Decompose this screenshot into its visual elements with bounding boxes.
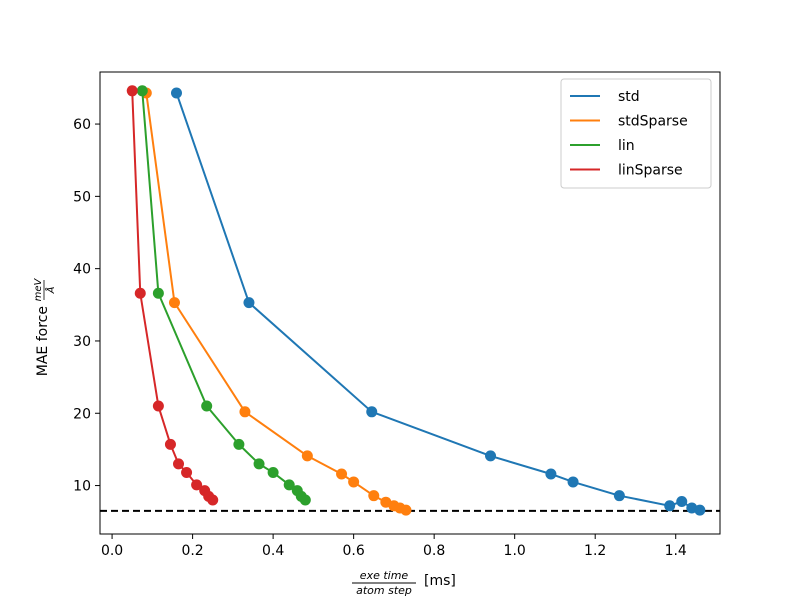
data-point-std bbox=[545, 468, 557, 480]
y-axis-ticks: 10 20 30 40 50 60 bbox=[73, 117, 100, 495]
x-axis-label-denominator: atom step bbox=[356, 584, 412, 597]
data-point-linSparse bbox=[134, 287, 146, 299]
x-tick-label: 0.6 bbox=[343, 543, 365, 559]
y-tick-label: 10 bbox=[73, 479, 91, 495]
data-point-std bbox=[170, 87, 182, 99]
data-point-lin bbox=[233, 438, 245, 450]
x-tick-label: 0.0 bbox=[101, 543, 123, 559]
x-axis-ticks: 0.0 0.2 0.4 0.6 0.8 1.0 1.2 1.4 bbox=[101, 534, 687, 559]
data-point-lin bbox=[136, 85, 148, 97]
data-point-linSparse bbox=[164, 438, 176, 450]
x-axis-label: exe time atom step [ms] bbox=[352, 569, 456, 597]
x-tick-label: 0.8 bbox=[423, 543, 445, 559]
data-point-stdSparse bbox=[301, 450, 313, 462]
data-point-stdSparse bbox=[348, 476, 360, 488]
data-point-std bbox=[694, 504, 706, 516]
series-linSparse bbox=[126, 85, 219, 506]
data-point-lin bbox=[253, 458, 265, 470]
data-point-stdSparse bbox=[368, 490, 380, 502]
x-tick-label: 1.4 bbox=[665, 543, 687, 559]
y-tick-label: 60 bbox=[73, 117, 91, 133]
data-point-linSparse bbox=[207, 494, 219, 506]
data-point-stdSparse bbox=[168, 297, 180, 309]
x-tick-label: 1.2 bbox=[584, 543, 606, 559]
data-point-stdSparse bbox=[239, 406, 251, 418]
y-tick-label: 50 bbox=[73, 189, 91, 205]
data-point-std bbox=[366, 406, 378, 418]
y-axis-label-text: MAE force bbox=[35, 306, 51, 376]
legend-frame bbox=[560, 78, 712, 189]
data-point-linSparse bbox=[152, 400, 164, 412]
plot-frame bbox=[99, 71, 721, 535]
x-tick-label: 1.0 bbox=[504, 543, 526, 559]
legend-label-stdSparse: stdSparse bbox=[618, 114, 688, 130]
legend-items: std stdSparse lin linSparse bbox=[570, 89, 688, 179]
legend: std stdSparse lin linSparse bbox=[560, 78, 712, 189]
y-tick-label: 30 bbox=[73, 334, 91, 350]
x-axis-label-numerator: exe time bbox=[360, 569, 409, 582]
data-point-stdSparse bbox=[336, 468, 348, 480]
legend-item-stdSparse: stdSparse bbox=[570, 114, 688, 130]
data-point-std bbox=[243, 297, 255, 309]
data-point-std bbox=[567, 476, 579, 488]
y-tick-label: 40 bbox=[73, 262, 91, 278]
y-axis-label-denominator: Å bbox=[44, 286, 57, 294]
series-layer bbox=[126, 85, 706, 516]
legend-label-lin: lin bbox=[618, 138, 635, 154]
series-lin bbox=[136, 85, 311, 506]
data-point-linSparse bbox=[126, 85, 138, 97]
data-point-std bbox=[664, 500, 676, 512]
x-axis-label-unit: [ms] bbox=[424, 573, 456, 589]
data-point-lin bbox=[267, 467, 279, 479]
data-point-lin bbox=[201, 400, 213, 412]
data-point-stdSparse bbox=[400, 504, 412, 516]
data-point-std bbox=[613, 490, 625, 502]
data-point-lin bbox=[283, 479, 295, 491]
y-tick-label: 20 bbox=[73, 406, 91, 422]
legend-item-linSparse: linSparse bbox=[570, 163, 683, 179]
data-point-std bbox=[676, 495, 688, 507]
x-tick-label: 0.2 bbox=[181, 543, 203, 559]
data-point-linSparse bbox=[181, 467, 193, 479]
y-axis-label-numerator: meV bbox=[33, 277, 44, 301]
data-point-linSparse bbox=[191, 479, 203, 491]
data-point-std bbox=[485, 450, 497, 462]
data-point-linSparse bbox=[173, 458, 185, 470]
legend-label-linSparse: linSparse bbox=[618, 163, 683, 179]
legend-label-std: std bbox=[618, 89, 640, 105]
legend-item-std: std bbox=[570, 89, 640, 105]
x-tick-label: 0.4 bbox=[262, 543, 284, 559]
series-std bbox=[170, 87, 706, 516]
data-point-lin bbox=[299, 494, 311, 506]
y-axis-label: MAE force meV Å bbox=[33, 277, 57, 376]
legend-item-lin: lin bbox=[570, 138, 635, 154]
data-point-lin bbox=[152, 287, 164, 299]
